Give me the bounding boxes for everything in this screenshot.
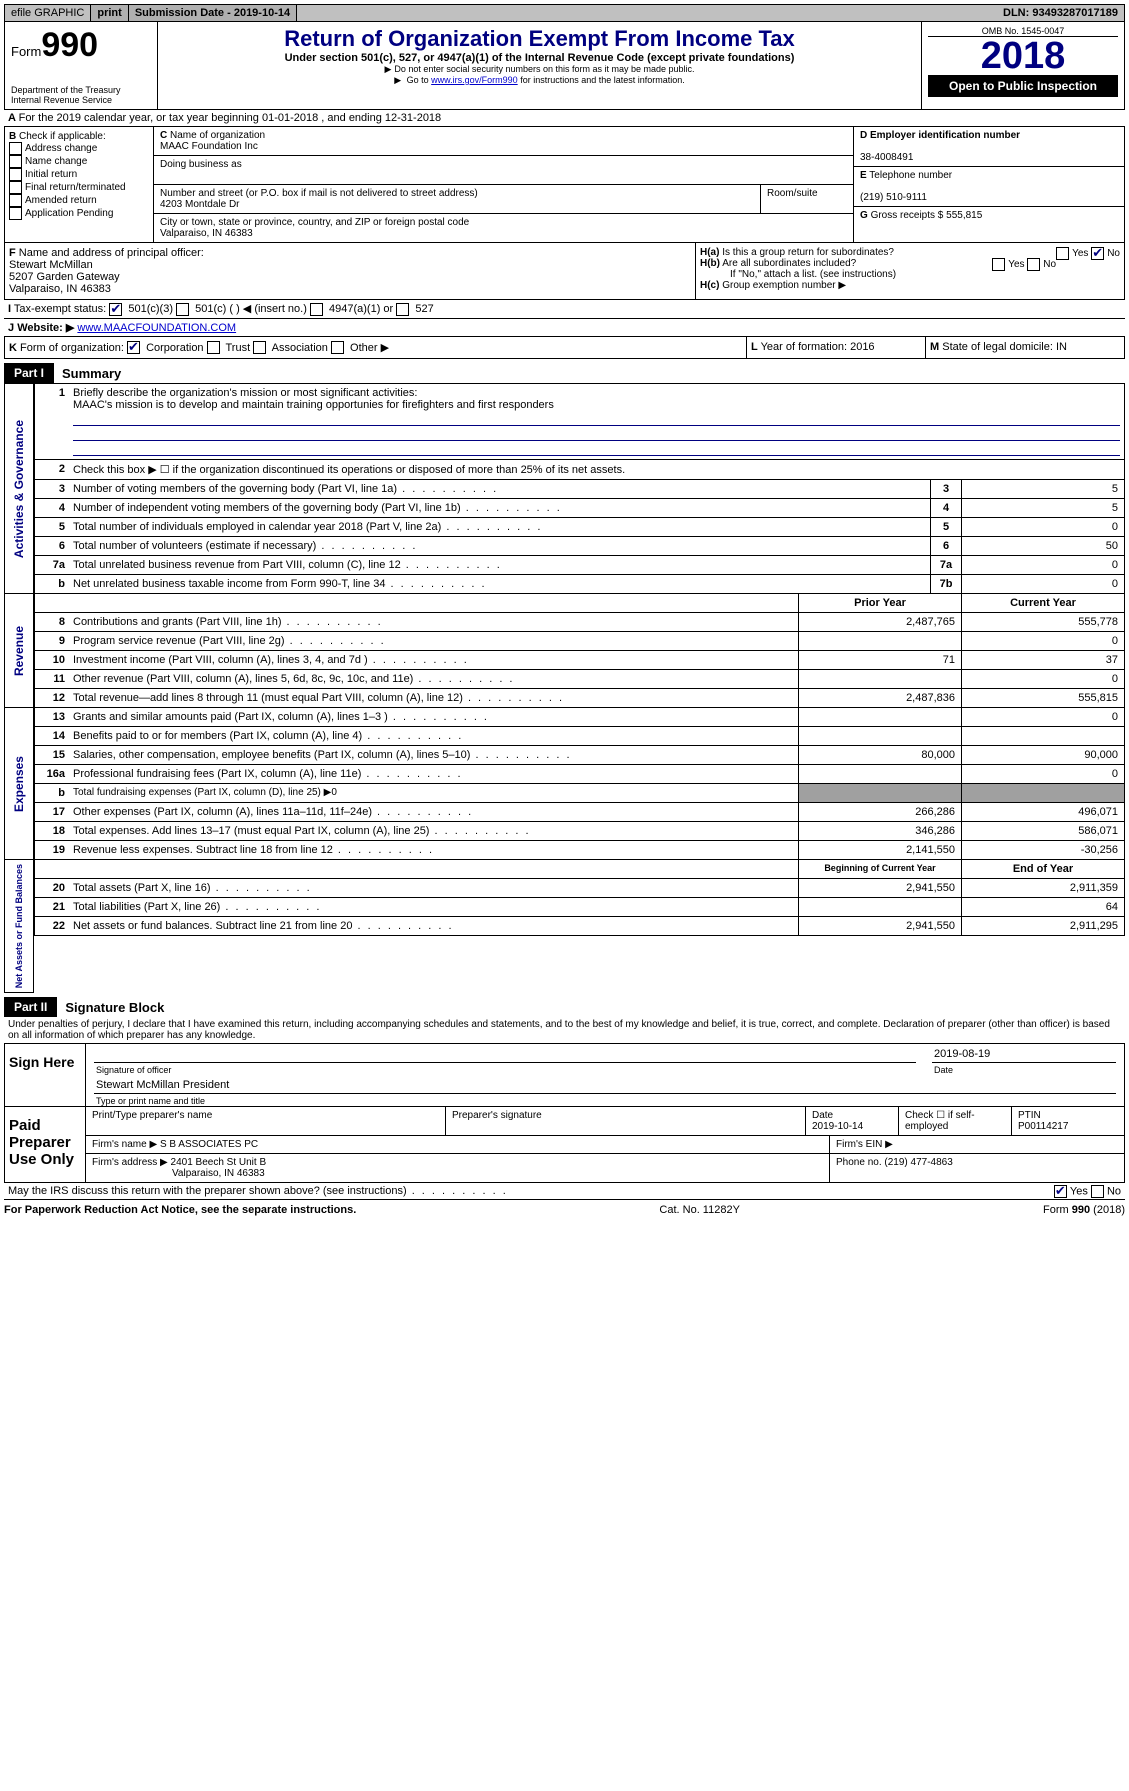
data-row: bTotal fundraising expenses (Part IX, co… bbox=[34, 784, 1125, 803]
website-link[interactable]: www.MAACFOUNDATION.COM bbox=[77, 322, 236, 334]
data-row: 20Total assets (Part X, line 16)2,941,55… bbox=[34, 879, 1125, 898]
box-b: B Check if applicable: Address change Na… bbox=[5, 127, 154, 242]
data-row: 13Grants and similar amounts paid (Part … bbox=[34, 708, 1125, 727]
data-row: 14Benefits paid to or for members (Part … bbox=[34, 727, 1125, 746]
revenue-section: Revenue Prior Year Current Year 8Contrib… bbox=[4, 594, 1125, 708]
dln-label: DLN: 93493287017189 bbox=[997, 5, 1124, 21]
gross-receipts: 555,815 bbox=[946, 210, 982, 221]
line-i: I Tax-exempt status: 501(c)(3) 501(c) ( … bbox=[4, 300, 1125, 319]
data-row: 9Program service revenue (Part VIII, lin… bbox=[34, 632, 1125, 651]
irs-link[interactable]: www.irs.gov/Form990 bbox=[431, 75, 518, 85]
print-button[interactable]: print bbox=[91, 5, 128, 21]
fh-block: F Name and address of principal officer:… bbox=[4, 243, 1125, 300]
sign-here-block: Sign Here Signature of officer 2019-08-1… bbox=[4, 1044, 1125, 1107]
data-row: 22Net assets or fund balances. Subtract … bbox=[34, 917, 1125, 936]
summary-row: bNet unrelated business taxable income f… bbox=[34, 575, 1125, 594]
expenses-section: Expenses 13Grants and similar amounts pa… bbox=[4, 708, 1125, 860]
public-inspection-badge: Open to Public Inspection bbox=[928, 75, 1118, 97]
summary-row: 6Total number of volunteers (estimate if… bbox=[34, 537, 1125, 556]
form-number: Form990 bbox=[11, 26, 151, 65]
klm-block: K Form of organization: Corporation Trus… bbox=[4, 337, 1125, 360]
org-city: Valparaiso, IN 46383 bbox=[160, 228, 253, 239]
page-footer: For Paperwork Reduction Act Notice, see … bbox=[4, 1200, 1125, 1220]
form-subtitle: Under section 501(c), 527, or 4947(a)(1)… bbox=[164, 52, 915, 64]
org-address: 4203 Montdale Dr bbox=[160, 199, 240, 210]
data-row: 8Contributions and grants (Part VIII, li… bbox=[34, 613, 1125, 632]
phone: (219) 510-9111 bbox=[860, 192, 927, 203]
summary-row: 4Number of independent voting members of… bbox=[34, 499, 1125, 518]
efile-label: efile GRAPHIC bbox=[5, 5, 91, 21]
ein: 38-4008491 bbox=[860, 152, 913, 163]
box-deg: D Employer identification number 38-4008… bbox=[853, 127, 1124, 242]
dept-label: Department of the Treasury Internal Reve… bbox=[11, 85, 151, 105]
tax-year: 2018 bbox=[928, 37, 1118, 75]
part1-header: Part I Summary bbox=[4, 363, 1125, 383]
data-row: 18Total expenses. Add lines 13–17 (must … bbox=[34, 822, 1125, 841]
data-row: 10Investment income (Part VIII, column (… bbox=[34, 651, 1125, 670]
part2-header: Part II Signature Block bbox=[4, 997, 1125, 1017]
paid-preparer-block: Paid Preparer Use Only Print/Type prepar… bbox=[4, 1107, 1125, 1183]
data-row: 21Total liabilities (Part X, line 26)64 bbox=[34, 898, 1125, 917]
efile-topbar: efile GRAPHIC print Submission Date - 20… bbox=[4, 4, 1125, 22]
submission-date-button[interactable]: Submission Date - 2019-10-14 bbox=[129, 5, 297, 21]
data-row: 16aProfessional fundraising fees (Part I… bbox=[34, 765, 1125, 784]
data-row: 11Other revenue (Part VIII, column (A), … bbox=[34, 670, 1125, 689]
entity-block: B Check if applicable: Address change Na… bbox=[4, 127, 1125, 243]
data-row: 17Other expenses (Part IX, column (A), l… bbox=[34, 803, 1125, 822]
form-title: Return of Organization Exempt From Incom… bbox=[164, 26, 915, 52]
data-row: 19Revenue less expenses. Subtract line 1… bbox=[34, 841, 1125, 860]
goto-instructions: Go to www.irs.gov/Form990 for instructio… bbox=[164, 75, 915, 86]
discuss-line: May the IRS discuss this return with the… bbox=[4, 1183, 1125, 1200]
data-row: 15Salaries, other compensation, employee… bbox=[34, 746, 1125, 765]
line-j: J Website: ▶ www.MAACFOUNDATION.COM bbox=[4, 319, 1125, 337]
perjury-statement: Under penalties of perjury, I declare th… bbox=[4, 1017, 1125, 1044]
summary-row: 3Number of voting members of the governi… bbox=[34, 480, 1125, 499]
box-c: C Name of organization MAAC Foundation I… bbox=[154, 127, 853, 242]
ssn-warning: Do not enter social security numbers on … bbox=[164, 64, 915, 75]
governance-section: Activities & Governance 1 Briefly descri… bbox=[4, 383, 1125, 594]
line-a: A For the 2019 calendar year, or tax yea… bbox=[4, 110, 1125, 127]
data-row: 12Total revenue—add lines 8 through 11 (… bbox=[34, 689, 1125, 708]
summary-row: 5Total number of individuals employed in… bbox=[34, 518, 1125, 537]
mission-text: MAAC's mission is to develop and maintai… bbox=[73, 399, 554, 411]
summary-row: 7aTotal unrelated business revenue from … bbox=[34, 556, 1125, 575]
netassets-section: Net Assets or Fund Balances Beginning of… bbox=[4, 860, 1125, 993]
org-name: MAAC Foundation Inc bbox=[160, 141, 258, 152]
form-header: Form990 Department of the Treasury Inter… bbox=[4, 22, 1125, 110]
